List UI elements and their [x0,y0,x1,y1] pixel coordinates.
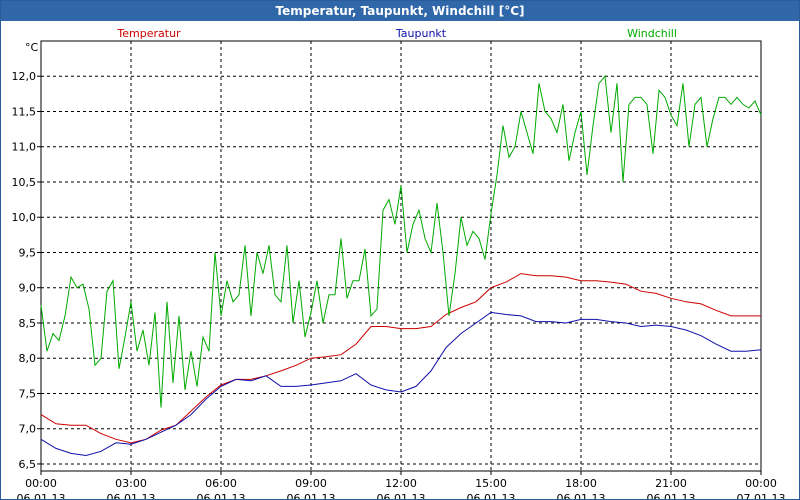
window-title: Temperatur, Taupunkt, Windchill [°C] [1,1,799,21]
x-axis-ticks: 00:00 06.01.13 03:00 06.01.13 06:00 06.01.13 0… [17,471,786,499]
y-tick-label: 10,5 [12,176,37,189]
x-tick-time: 12:00 [385,477,417,490]
y-tick-label: 12,0 [12,70,37,83]
legend: Temperatur Taupunkt Windchill [116,27,677,40]
y-tick-label: 11,0 [12,141,37,154]
series-lines [40,74,762,457]
legend-item-windchill: Windchill [627,27,677,40]
legend-item-taupunkt: Taupunkt [395,27,447,40]
x-tick-date: 06.01.13 [377,492,426,499]
x-tick-time: 00:00 [25,477,57,490]
x-tick-date: 06.01.13 [107,492,156,499]
y-axis-ticks: 6,5 7,0 7,5 8,0 8,5 9,0 9,5 10,0 10,5 11,0 11,5 12,… [12,70,41,471]
x-tick-date: 06.01.13 [17,492,66,499]
x-tick-time: 15:00 [475,477,507,490]
y-tick-label: 10,0 [12,211,37,224]
y-tick-label: 8,5 [19,317,37,330]
x-tick-date: 07.01.13 [737,492,786,499]
x-tick-time: 00:00 [745,477,777,490]
series-line-taupunkt [40,311,762,457]
x-tick-date: 06.01.13 [287,492,336,499]
grid [41,41,761,471]
x-tick-date: 06.01.13 [557,492,606,499]
plot-border [40,40,762,472]
y-tick-label: 8,0 [19,352,37,365]
y-tick-label: 9,5 [19,246,37,259]
series-line-windchill [40,74,762,408]
x-tick-time: 18:00 [565,477,597,490]
y-tick-label: 7,5 [19,387,37,400]
x-tick-time: 03:00 [115,477,147,490]
y-tick-label: 11,5 [12,105,37,118]
x-tick-time: 06:00 [205,477,237,490]
x-tick-date: 06.01.13 [647,492,696,499]
x-tick-date: 06.01.13 [467,492,516,499]
x-tick-date: 06.01.13 [197,492,246,499]
legend-item-temperatur: Temperatur [116,27,181,40]
y-axis-unit: °C [25,41,39,54]
x-tick-time: 09:00 [295,477,327,490]
x-tick-time: 21:00 [655,477,687,490]
series-line-temperatur [40,273,761,444]
y-tick-label: 7,0 [19,423,37,436]
chart-area: Temperatur Taupunkt Windchill °C 6,5 7,0 7,5… [12,27,786,499]
y-tick-label: 6,5 [19,458,37,471]
y-tick-label: 9,0 [19,282,37,295]
